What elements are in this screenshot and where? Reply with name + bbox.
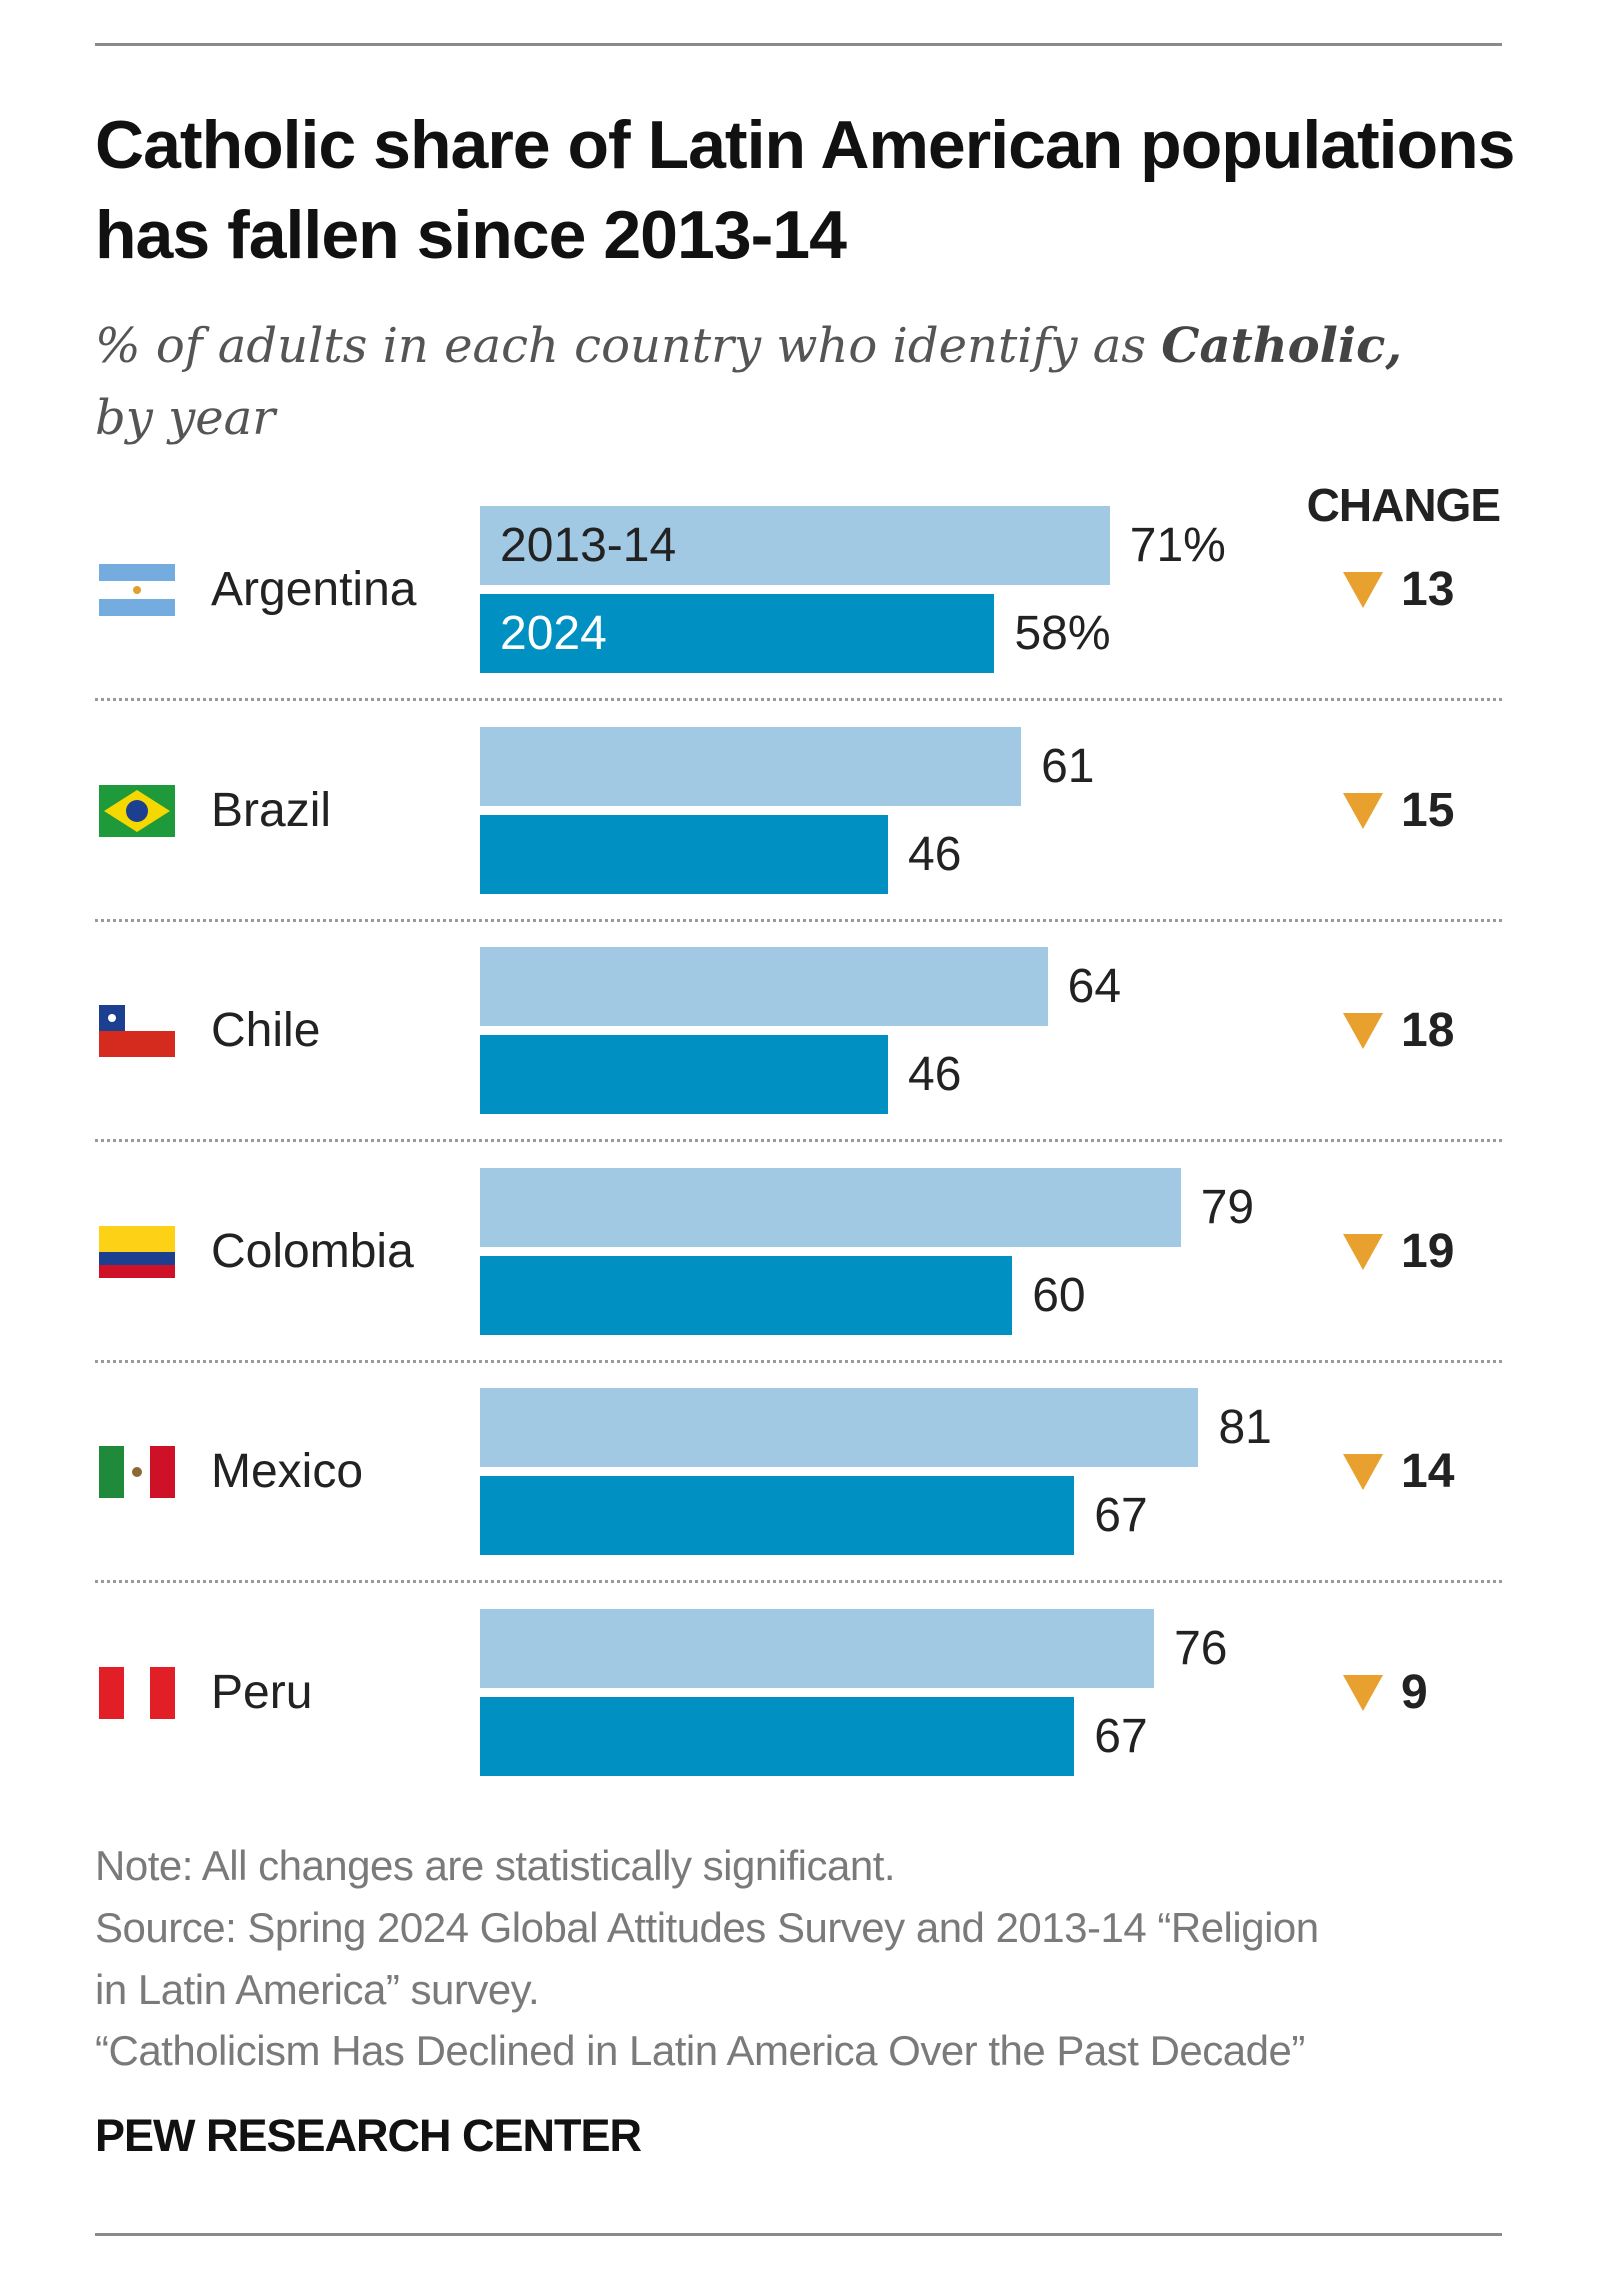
- country-row-mexico: Mexico 81 67 14: [0, 0, 1600, 1583]
- change-value: 15: [1401, 783, 1455, 837]
- row-divider: [95, 1580, 1502, 1583]
- row-divider: [95, 918, 1502, 922]
- subtitle-emphasis: Catholic,: [1161, 318, 1403, 374]
- flag-argentina-icon: [99, 564, 175, 616]
- change-header: CHANGE: [1306, 479, 1501, 531]
- bar-2013-14: [480, 947, 1048, 1026]
- down-triangle-icon: [1343, 1013, 1383, 1049]
- bar-2013-14: [480, 1388, 1199, 1467]
- value-label-2013-14: 81: [1218, 1401, 1272, 1454]
- country-row-brazil: Brazil 61 46 15: [0, 0, 1600, 922]
- country-row-colombia: Colombia 79 60 19: [0, 0, 1600, 1363]
- down-triangle-icon: [1343, 572, 1383, 608]
- bar-2024: [480, 1696, 1075, 1776]
- down-triangle-icon: [1343, 1233, 1383, 1270]
- change-value: 19: [1401, 1224, 1455, 1278]
- brand-logo: PEW RESEARCH CENTER: [95, 2110, 642, 2161]
- bar-2024: [480, 1476, 1075, 1555]
- bar-2024: [480, 1035, 889, 1114]
- top-rule: [95, 43, 1502, 46]
- country-label: Argentina: [211, 563, 417, 616]
- flag-mexico-icon: [99, 1446, 175, 1498]
- change-value: 9: [1401, 1665, 1428, 1719]
- down-triangle-icon: [1343, 1674, 1383, 1711]
- country-row-argentina: Argentina 2013-14 71% 2024 58% 13: [0, 0, 1600, 701]
- chart-title: Catholic share of Latin American populat…: [95, 107, 1515, 273]
- country-label: Colombia: [211, 1224, 414, 1278]
- value-label-2024: 58%: [1014, 607, 1111, 660]
- country-label: Peru: [211, 1665, 313, 1719]
- bar-2013-14: [480, 726, 1022, 806]
- bottom-rule: [95, 2233, 1502, 2236]
- value-label-2013-14: 71%: [1129, 519, 1226, 572]
- flag-chile-icon: [99, 1005, 175, 1057]
- source-line-1: Source: Spring 2024 Global Attitudes Sur…: [95, 1904, 1319, 1951]
- legend-2024: 2024: [500, 607, 607, 660]
- down-triangle-icon: [1343, 1454, 1383, 1490]
- bar-2024: 2024: [480, 594, 995, 673]
- change-value: 14: [1401, 1445, 1455, 1498]
- country-row-peru: Peru 76 67 9: [0, 0, 1600, 1776]
- legend-2013-14: 2013-14: [500, 519, 677, 572]
- value-label-2013-14: 76: [1174, 1621, 1228, 1675]
- bar-2013-14: [480, 1167, 1181, 1247]
- value-label-2024: 60: [1032, 1268, 1086, 1322]
- bar-2024: [480, 814, 889, 894]
- row-divider: [95, 698, 1502, 701]
- subtitle-suffix: by year: [95, 390, 276, 446]
- chart-subtitle: % of adults in each country who identify…: [95, 310, 1515, 454]
- note: Note: All changes are statistically sign…: [95, 1842, 896, 1889]
- value-label-2013-14: 79: [1200, 1180, 1255, 1234]
- country-label: Mexico: [211, 1445, 364, 1498]
- value-label-2024: 67: [1094, 1489, 1148, 1542]
- value-label-2024: 67: [1094, 1709, 1148, 1763]
- subtitle-prefix: % of adults in each country who identify…: [95, 318, 1146, 374]
- down-triangle-icon: [1343, 792, 1383, 829]
- value-label-2024: 46: [908, 827, 962, 881]
- country-label: Chile: [211, 1004, 321, 1057]
- value-label-2013-14: 64: [1067, 960, 1122, 1013]
- change-value: 18: [1401, 1004, 1455, 1057]
- value-label-2024: 46: [908, 1048, 962, 1101]
- flag-peru-icon: [99, 1666, 175, 1719]
- bar-2024: [480, 1255, 1013, 1335]
- change-value: 13: [1401, 563, 1455, 616]
- value-label-2013-14: 61: [1041, 739, 1095, 793]
- flag-colombia-icon: [99, 1225, 175, 1278]
- country-row-chile: Chile 64 46 18: [0, 0, 1600, 1142]
- country-label: Brazil: [211, 783, 332, 837]
- bar-2013-14: [480, 1608, 1155, 1688]
- report-title: “Catholicism Has Declined in Latin Ameri…: [95, 2027, 1305, 2074]
- row-divider: [95, 1359, 1502, 1363]
- bar-2013-14: 2013-14: [480, 506, 1110, 585]
- source-line-2: in Latin America” survey.: [95, 1966, 540, 2013]
- row-divider: [95, 1139, 1502, 1142]
- flag-brazil-icon: [99, 784, 175, 837]
